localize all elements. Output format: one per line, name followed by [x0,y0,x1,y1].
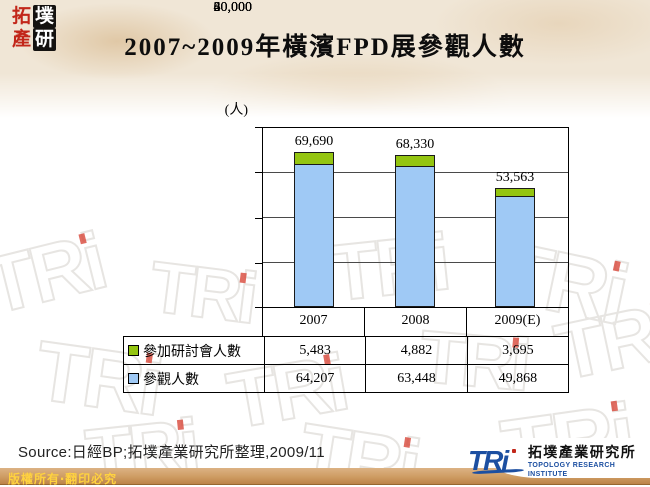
legend-label: 參加研討會人數 [143,344,241,360]
table-header-cell: 2008 [364,308,466,336]
y-tick [255,172,262,173]
bar-total-label: 68,330 [395,136,435,152]
y-tick-label: 40,000 [213,0,253,15]
bar-segment-seminar [294,151,334,165]
watermark-text: TRi [145,246,260,340]
table-cell: 4,882 [365,337,466,364]
page-title: 2007~2009年橫濱FPD展參觀人數 [124,34,526,61]
bar-segment-visitors [395,165,435,307]
seal-char: 產 [11,29,31,50]
table-row: 參觀人數 64,207 63,448 49,868 [124,364,568,392]
table-cell: 3,695 [466,337,568,364]
bar-total-label: 69,690 [294,133,334,149]
bar-segment-visitors [294,164,334,307]
y-tick [255,307,262,308]
tri-footer-logo: TRi 拓墣產業研究所 TOPOLOGY RESEARCH INSTITUTE [468,446,648,478]
table-header-cell: 2009(E) [466,308,568,336]
y-tick-label: 80,000 [213,0,253,15]
chart-plot-area: 69,690 68,330 53,563 [262,127,569,308]
source-text: Source:日經BP;拓墣產業研究所整理,2009/11 [18,444,325,461]
y-tick-label: 20,000 [213,0,253,15]
seal-char: 墣 [33,5,56,28]
legend-swatch-seminar [128,345,139,356]
header-banner [0,0,650,118]
y-tick [255,218,262,219]
table-cell: 49,868 [466,365,568,392]
y-tick-label: 0 [245,0,252,15]
bar-2009e: 53,563 [495,128,535,307]
bar-segment-seminar [395,154,435,166]
bar-segment-visitors [495,196,535,307]
bar-total-label: 53,563 [495,169,535,185]
y-tick [255,263,262,264]
tri-logo-cjk-name: 拓墣產業研究所 [527,445,637,461]
data-table: 參加研討會人數 5,483 4,882 3,695 參觀人數 64,207 63… [123,336,569,393]
legend-label: 參觀人數 [143,372,199,388]
seal-char: 拓 [11,6,31,27]
table-cell: 5,483 [264,337,365,364]
tri-seal-logo: 拓 墣 產 研 [10,5,56,51]
bar-2007: 69,690 [294,128,334,307]
seal-char: 研 [33,28,56,51]
copyright-text: 版權所有‧翻印必究 [8,472,118,486]
tri-logo-red-dot [512,449,516,453]
watermark-text: TRi [0,215,113,333]
bar-2008: 68,330 [395,128,435,307]
table-header-cell: 2007 [299,313,328,328]
table-row: 參加研討會人數 5,483 4,882 3,695 [124,337,568,364]
legend-swatch-visitors [128,373,139,384]
table-cell: 63,448 [365,365,466,392]
bar-segment-seminar [495,187,535,197]
y-axis-unit: (人) [224,103,248,118]
y-tick-label: 60,000 [213,0,253,15]
table-header-row: 2007 2008 2009(E) [262,308,569,337]
table-cell: 64,207 [264,365,365,392]
y-tick [255,127,262,128]
tri-logo-en-name: TOPOLOGY RESEARCH INSTITUTE [527,461,616,478]
